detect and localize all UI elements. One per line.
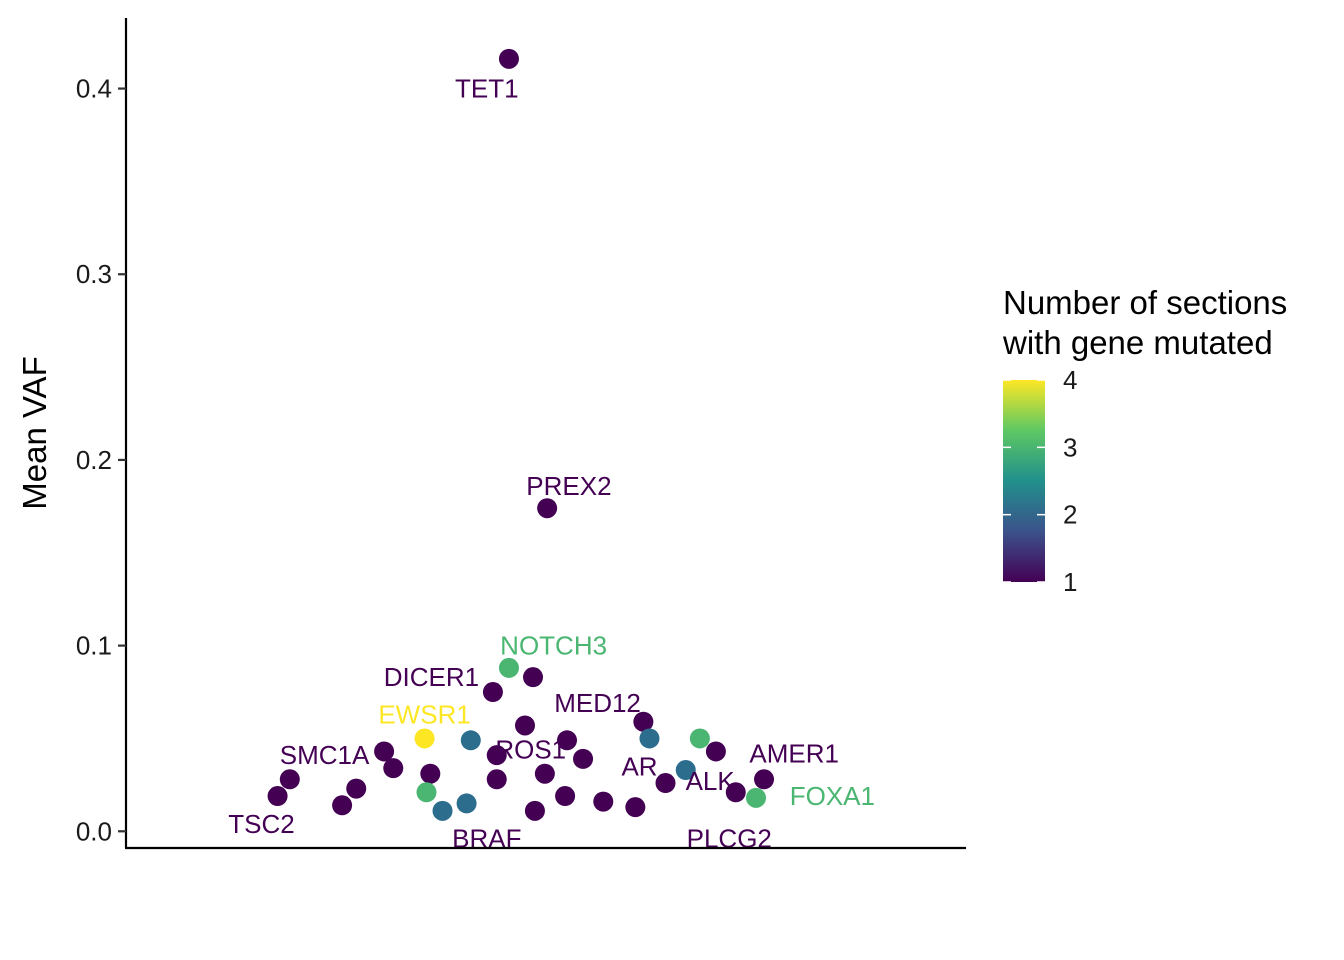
data-point [593, 791, 614, 812]
point-label: SMC1A [280, 740, 370, 770]
data-point [279, 769, 300, 790]
point-label: NOTCH3 [500, 631, 607, 661]
data-point [383, 758, 404, 779]
data-point [534, 763, 555, 784]
data-point [754, 769, 775, 790]
point-label: PREX2 [526, 471, 611, 501]
data-point [524, 800, 545, 821]
data-point [557, 730, 577, 751]
data-point [414, 728, 435, 749]
data-point [746, 787, 766, 808]
point-label: MED12 [554, 688, 641, 718]
legend-colorbar-ticks: 1 2 3 4 [1003, 365, 1077, 597]
data-point [625, 797, 646, 818]
colorbar-tick-label: 2 [1063, 500, 1077, 530]
point-label: ROS1 [495, 735, 566, 765]
data-point [267, 786, 288, 807]
legend-colorbar [1003, 380, 1045, 582]
data-point [482, 682, 503, 703]
point-label: FOXA1 [790, 781, 875, 811]
data-point [675, 760, 696, 781]
data-point [705, 741, 726, 762]
y-tick-label: 0.3 [76, 259, 112, 289]
data-point [416, 782, 437, 803]
data-point [523, 667, 544, 688]
point-label: TSC2 [228, 809, 294, 839]
data-point [486, 745, 507, 766]
points-layer [267, 48, 775, 821]
data-point [486, 769, 507, 790]
data-point [346, 778, 367, 799]
point-label: PLCG2 [687, 824, 772, 854]
y-axis-title: Mean VAF [16, 356, 53, 509]
colorbar-tick-label: 3 [1063, 432, 1077, 462]
point-label: AMER1 [749, 738, 839, 768]
data-point [456, 793, 477, 814]
y-tick-label: 0.4 [76, 74, 112, 104]
data-point [655, 773, 676, 794]
data-point [498, 657, 519, 678]
data-point [537, 498, 558, 519]
y-tick-label: 0.0 [76, 816, 112, 846]
data-point [633, 711, 654, 732]
data-point [639, 728, 660, 749]
data-point [515, 715, 535, 736]
y-tick-label: 0.2 [76, 445, 112, 475]
point-label: EWSR1 [378, 699, 470, 729]
data-point [374, 741, 395, 762]
legend-title-line-1: Number of sections [1003, 284, 1287, 321]
labels-layer: TET1 PREX2 NOTCH3 DICER1 MED12 EWSR1 ROS1 SMC1A… [228, 74, 875, 854]
data-point [432, 800, 453, 821]
point-label: TET1 [455, 74, 519, 104]
colorbar-tick-label: 4 [1063, 365, 1077, 395]
point-label: AR [621, 751, 657, 781]
point-label: DICER1 [384, 662, 479, 692]
data-point [725, 782, 746, 803]
y-axis-ticks: 0.0 0.1 0.2 0.3 0.4 [76, 74, 126, 846]
point-label: ALK [686, 766, 736, 796]
data-point [460, 730, 481, 751]
legend: Number of sections with gene mutated 1 2 3… [1002, 284, 1287, 597]
data-point [573, 748, 594, 769]
point-label: BRAF [452, 824, 521, 854]
data-point [498, 48, 519, 69]
data-point [420, 763, 441, 784]
colorbar-tick-label: 1 [1063, 567, 1077, 597]
data-point [555, 786, 576, 807]
legend-title-line-2: with gene mutated [1002, 324, 1273, 361]
y-tick-label: 0.1 [76, 631, 112, 661]
data-point [332, 795, 353, 816]
data-point [689, 728, 710, 749]
